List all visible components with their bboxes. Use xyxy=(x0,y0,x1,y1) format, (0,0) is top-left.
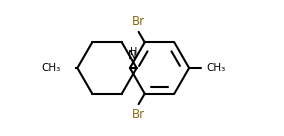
Text: CH₃: CH₃ xyxy=(41,63,60,73)
Text: CH₃: CH₃ xyxy=(206,63,225,73)
Text: H: H xyxy=(130,47,138,57)
Text: Br: Br xyxy=(131,16,145,29)
Text: N: N xyxy=(128,49,137,62)
Text: Br: Br xyxy=(131,107,145,120)
